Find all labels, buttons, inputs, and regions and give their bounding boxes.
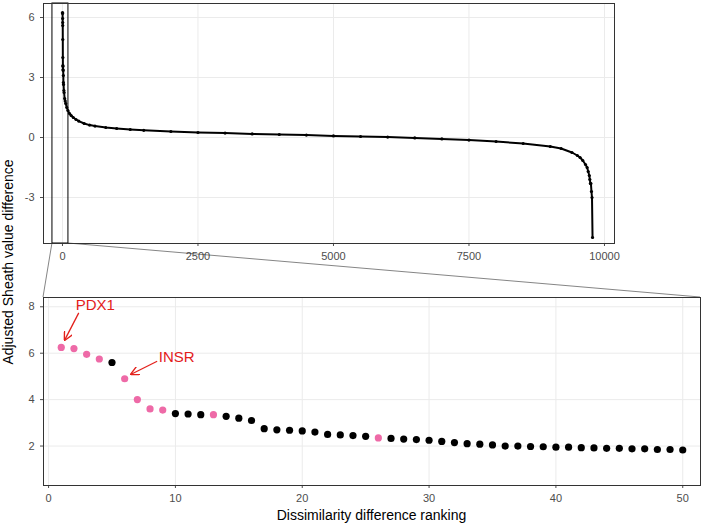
svg-text:30: 30 [423, 492, 435, 504]
svg-text:3: 3 [28, 71, 34, 83]
svg-text:50: 50 [677, 492, 689, 504]
svg-text:0: 0 [59, 250, 65, 262]
svg-text:7500: 7500 [457, 250, 481, 262]
svg-text:2: 2 [28, 440, 34, 452]
svg-text:2500: 2500 [186, 250, 210, 262]
svg-text:8: 8 [28, 300, 34, 312]
svg-text:PDX1: PDX1 [76, 296, 115, 313]
svg-text:20: 20 [296, 492, 308, 504]
svg-text:Adjusted Sheath value differen: Adjusted Sheath value difference [0, 159, 16, 364]
svg-text:5000: 5000 [321, 250, 345, 262]
svg-text:INSR: INSR [159, 348, 195, 365]
svg-text:0: 0 [46, 492, 52, 504]
svg-text:6: 6 [28, 347, 34, 359]
svg-text:10: 10 [169, 492, 181, 504]
svg-text:0: 0 [28, 131, 34, 143]
svg-text:10000: 10000 [589, 250, 620, 262]
svg-text:6: 6 [28, 11, 34, 23]
svg-text:-3: -3 [25, 191, 35, 203]
svg-text:Dissimilarity difference ranki: Dissimilarity difference ranking [277, 507, 467, 523]
svg-text:4: 4 [28, 393, 34, 405]
svg-text:40: 40 [550, 492, 562, 504]
